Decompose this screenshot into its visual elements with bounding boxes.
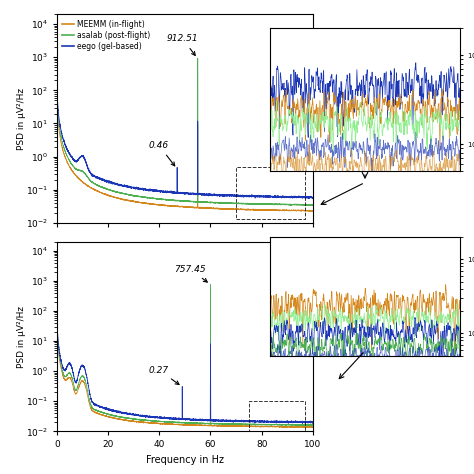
Legend: MEEMM (in-flight), asalab (post-flight), eego (gel-based): MEEMM (in-flight), asalab (post-flight),… (61, 18, 152, 53)
Y-axis label: PSD in μV²/Hz: PSD in μV²/Hz (17, 87, 26, 150)
Text: 0.46: 0.46 (149, 141, 175, 166)
Text: 757.45: 757.45 (174, 265, 207, 282)
Text: 912.51: 912.51 (167, 35, 199, 55)
Y-axis label: PSD in μV²/Hz: PSD in μV²/Hz (17, 305, 26, 368)
X-axis label: Frequency in Hz: Frequency in Hz (146, 455, 224, 465)
Text: 0.27: 0.27 (149, 365, 179, 384)
